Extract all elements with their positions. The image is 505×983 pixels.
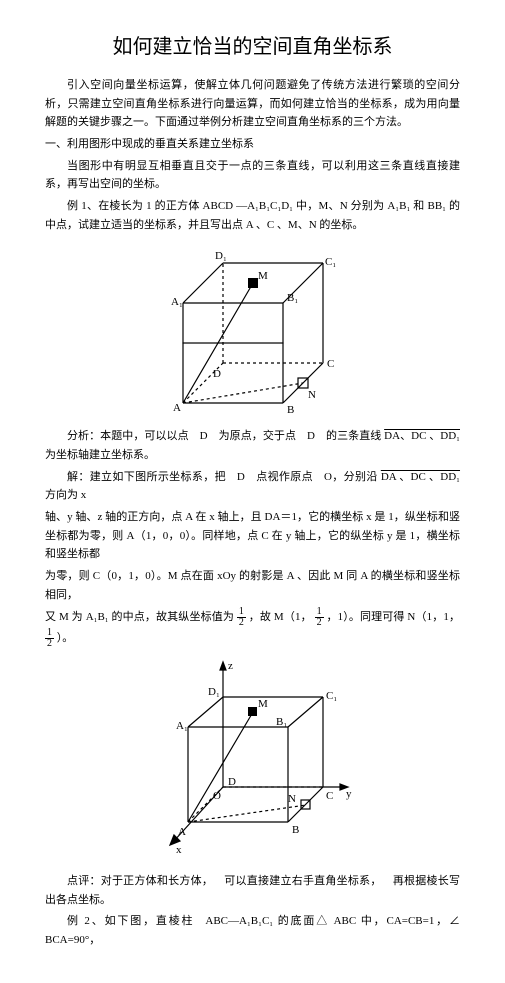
fig1-label-d: D xyxy=(213,368,221,380)
sol1-lead: 解：建立如下图所示坐标系，把 D 点视作原点 O，分别沿 xyxy=(67,471,378,483)
solution-line-3b: 又 M 为 A₁B₁ 的中点，故其纵坐标值为 12 ，故 M（1， 12 ，1）… xyxy=(45,607,460,649)
fig1-label-c: C xyxy=(327,358,334,370)
solution-line-1: 解：建立如下图所示坐标系，把 D 点视作原点 O，分别沿 DA 、DC 、DD₁… xyxy=(45,468,460,505)
comment-paragraph: 点评：对于正方体和长方体， 可以直接建立右手直角坐标系， 再根据棱长写出各点坐标… xyxy=(45,872,460,909)
analysis-overline: DA、DC 、DD₁ xyxy=(384,430,460,442)
fig1-label-n: N xyxy=(308,389,316,401)
fig2-label-d: D xyxy=(228,776,236,788)
fig2-label-c1: C₁ xyxy=(326,690,337,702)
solution-line-2: 轴、y 轴、z 轴的正方向，点 A 在 x 轴上，且 DA＝1，它的横坐标 x … xyxy=(45,508,460,564)
fig1-label-m: M xyxy=(258,270,268,282)
analysis-lead: 分析：本题中，可以以点 D 为原点，交于点 D 的三条直线 xyxy=(67,430,381,442)
section-a-body: 当图形中有明显互相垂直且交于一点的三条直线，可以利用这三条直线直接建系，再写出空… xyxy=(45,157,460,194)
analysis-tail: 为坐标轴建立坐标系。 xyxy=(45,449,155,461)
fig1-label-b: B xyxy=(287,404,294,413)
fig2-label-b: B xyxy=(292,824,299,836)
fig2-label-m: M xyxy=(258,698,268,710)
fig2-label-y: y xyxy=(346,788,352,800)
fig2-label-c: C xyxy=(326,790,333,802)
fraction-half-3: 12 xyxy=(45,628,54,649)
fig1-label-d1: D₁ xyxy=(215,250,227,262)
fig2-label-z: z xyxy=(228,660,233,672)
sol3b-d: ）。 xyxy=(57,632,74,644)
fig2-label-o: O xyxy=(213,790,221,802)
solution-line-3a: 为零，则 C（0，1，0）。M 点在面 xOy 的射影是 A 、因此 M 同 A… xyxy=(45,567,460,604)
fig1-label-b1: B₁ xyxy=(287,292,298,304)
sol3b-b: ，故 M（1， xyxy=(249,611,312,623)
sol1-overline: DA 、DC 、DD₁ xyxy=(381,471,460,483)
sol1-tail: 方向为 x xyxy=(45,489,86,501)
fig2-label-b1: B₁ xyxy=(276,716,287,728)
figure-1-cube: D₁ C₁ M A₁ B₁ N C D A B xyxy=(45,243,460,420)
sol3b-c: ，1）。同理可得 N（1，1， xyxy=(327,611,461,623)
sol3b-a: 又 M 为 A₁B₁ 的中点，故其纵坐标值为 xyxy=(45,611,234,623)
example-1-lead: 例 1、在棱长为 1 的正方体 ABCD —A₁B₁C₁D₁ 中，M、N 分别为… xyxy=(45,197,460,234)
fig2-label-a1: A₁ xyxy=(176,720,188,732)
fig2-label-x: x xyxy=(176,844,182,856)
intro-paragraph: 引入空间向量坐标运算，使解立体几何问题避免了传统方法进行繁琐的空间分析，只需建立… xyxy=(45,76,460,132)
fig1-label-c1: C₁ xyxy=(325,256,336,268)
fig2-label-d1: D₁ xyxy=(208,686,220,698)
page-title: 如何建立恰当的空间直角坐标系 xyxy=(45,30,460,64)
fig1-label-a: A xyxy=(173,402,181,413)
fraction-half-1: 12 xyxy=(237,607,246,628)
figure-2-cube-axes: z D₁ C₁ A₁ M B₁ D N C y O A B x xyxy=(45,657,460,864)
fig2-label-n: N xyxy=(288,793,296,805)
fig2-label-a: A xyxy=(178,826,186,838)
analysis-paragraph: 分析：本题中，可以以点 D 为原点，交于点 D 的三条直线 DA、DC 、DD₁… xyxy=(45,427,460,464)
example-2-lead: 例 2、如下图，直棱柱 ABC—A₁B₁C₁ 的底面△ ABC 中，CA=CB=… xyxy=(45,912,460,949)
fraction-half-2: 12 xyxy=(315,607,324,628)
section-a-heading: 一、利用图形中现成的垂直关系建立坐标系 xyxy=(45,135,460,154)
fig1-label-a1: A₁ xyxy=(171,296,183,308)
